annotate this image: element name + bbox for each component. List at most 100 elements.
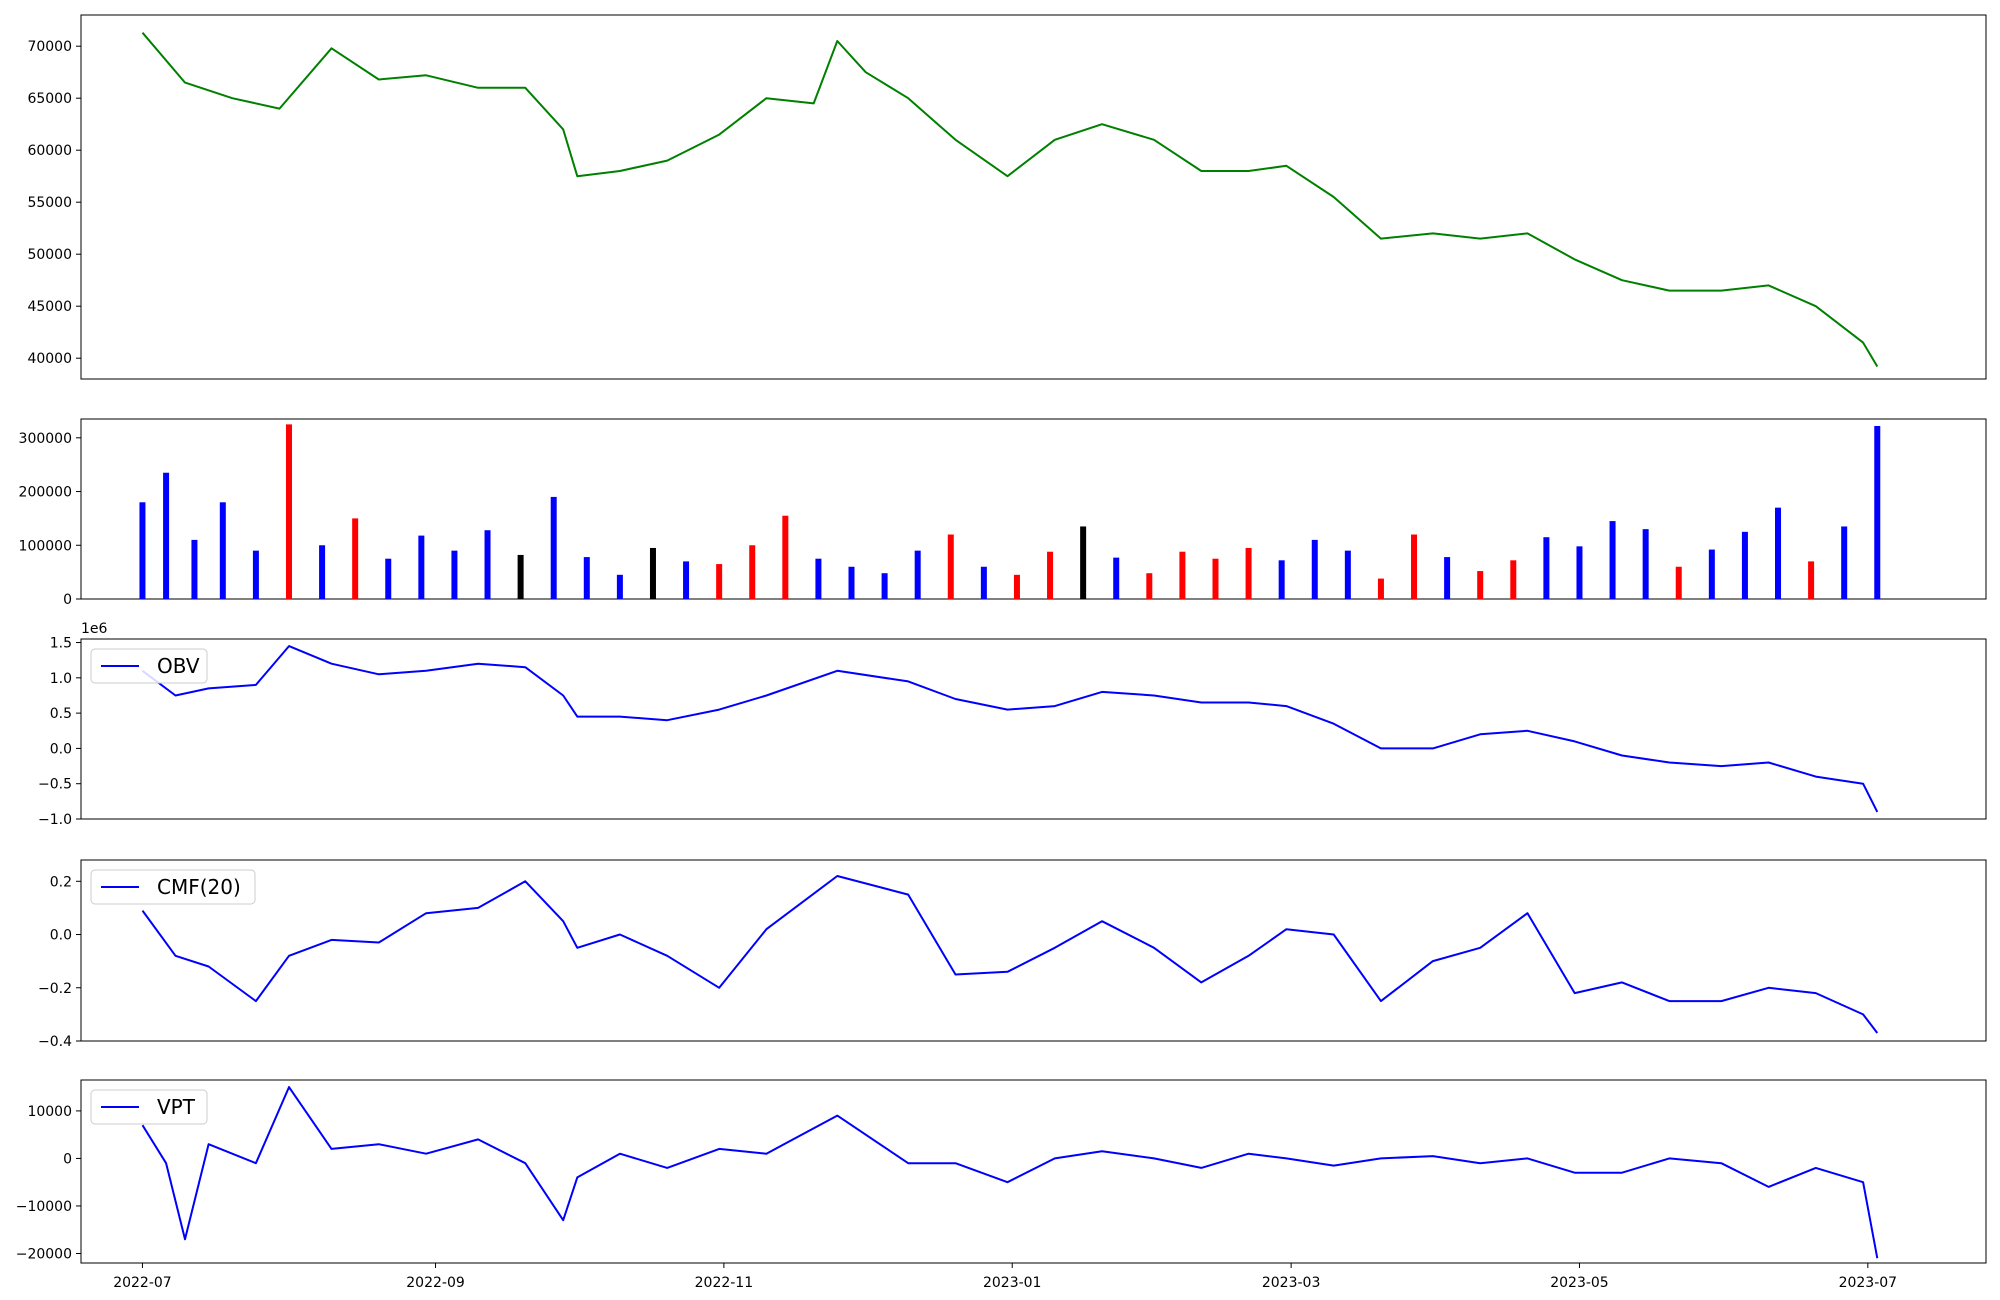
- volume-bar: [285, 424, 292, 599]
- volume-bar: [1377, 578, 1384, 599]
- x-tick-label: 2023-05: [1550, 1275, 1609, 1291]
- volume-bar: [1278, 560, 1285, 599]
- cmf-ytick-label: −0.4: [38, 1034, 72, 1050]
- vpt-legend: VPT: [90, 1089, 208, 1125]
- price-ytick-label: 45000: [27, 299, 72, 315]
- volume-bar: [848, 566, 855, 599]
- volume-bar: [219, 502, 226, 599]
- legend-label: OBV: [157, 654, 200, 678]
- volume-bar: [914, 550, 921, 599]
- x-tick-label: 2023-03: [1262, 1275, 1321, 1291]
- obv-ytick-label: 0.5: [50, 706, 72, 722]
- price-ytick-label: 60000: [27, 143, 72, 159]
- volume-bar: [1047, 551, 1054, 599]
- vpt-ytick-label: −10000: [16, 1199, 72, 1215]
- price-ytick-label: 65000: [27, 91, 72, 107]
- volume-bar: [583, 557, 590, 599]
- volume-bar: [1708, 549, 1715, 599]
- volume-ytick-label: 0: [63, 592, 72, 608]
- cmf-ytick-label: −0.2: [38, 981, 72, 997]
- volume-bar: [1510, 560, 1517, 599]
- volume-bar: [1179, 551, 1186, 599]
- legend-box: [90, 1089, 208, 1125]
- price-ytick-label: 50000: [27, 247, 72, 263]
- volume-frame: [80, 418, 1987, 600]
- volume-bar: [1808, 561, 1815, 599]
- obv-series-line: [141, 645, 1879, 813]
- obv-ytick-label: −1.0: [38, 812, 72, 828]
- volume-bar: [683, 561, 690, 599]
- legend-label: VPT: [157, 1095, 196, 1119]
- price-series-line: [141, 32, 1879, 368]
- volume-bar: [385, 558, 392, 599]
- vpt-frame: [80, 1079, 1987, 1264]
- volume-bar: [191, 539, 198, 599]
- volume-bar: [1311, 539, 1318, 599]
- volume-bar: [1444, 557, 1451, 599]
- volume-bar: [1344, 550, 1351, 599]
- volume-bar: [139, 502, 146, 599]
- price-ytick-label: 55000: [27, 195, 72, 211]
- volume-bar: [1477, 571, 1484, 599]
- obv-offset-text: 1e6: [81, 621, 108, 637]
- legend-label: CMF(20): [157, 875, 241, 899]
- volume-bar: [1245, 547, 1252, 599]
- cmf-frame: [80, 859, 1987, 1042]
- volume-bar: [1874, 425, 1881, 599]
- volume-bar: [749, 545, 756, 599]
- volume-bar: [352, 518, 359, 599]
- volume-bar: [550, 496, 557, 599]
- volume-bar: [980, 566, 987, 599]
- obv-ytick-label: 0.0: [50, 741, 72, 757]
- vpt-ytick-label: −20000: [16, 1246, 72, 1262]
- obv-ytick-label: 1.0: [50, 671, 72, 687]
- obv-frame: [80, 638, 1987, 820]
- volume-bar: [716, 564, 723, 599]
- date-axis: 2022-07 2022-09 2022-11 2023-01 2023-03 2023-…: [113, 1263, 1897, 1291]
- obv-panel: −1.0 −0.5 0.0 0.5 1.0 1.5 1e6 OBV: [38, 621, 1987, 828]
- volume-bar: [252, 550, 259, 599]
- volume-bar: [451, 550, 458, 599]
- volume-bar: [1411, 534, 1418, 599]
- cmf-legend: CMF(20): [90, 869, 256, 905]
- volume-bar: [947, 534, 954, 599]
- volume-bar: [1212, 558, 1219, 599]
- volume-bar: [1675, 566, 1682, 599]
- vpt-ytick-label: 10000: [27, 1104, 72, 1120]
- volume-bar: [1113, 557, 1120, 599]
- volume-bar: [418, 535, 425, 599]
- volume-bar: [1543, 537, 1550, 599]
- volume-bar: [484, 530, 491, 599]
- x-tick-label: 2022-07: [113, 1275, 172, 1291]
- x-tick-label: 2022-11: [695, 1275, 754, 1291]
- volume-bar: [1080, 526, 1087, 599]
- volume-bar: [815, 558, 822, 599]
- x-tick-label: 2023-07: [1839, 1275, 1898, 1291]
- volume-bar: [1841, 526, 1848, 599]
- price-ytick-label: 70000: [27, 39, 72, 55]
- volume-bar: [319, 545, 326, 599]
- cmf-ytick-label: 0.0: [50, 928, 72, 944]
- volume-bar: [1775, 507, 1782, 599]
- volume-bar: [782, 515, 789, 599]
- price-frame: [80, 14, 1987, 380]
- obv-legend: OBV: [90, 648, 208, 684]
- volume-bar: [649, 547, 656, 599]
- x-tick-label: 2022-09: [406, 1275, 465, 1291]
- volume-panel: 0 100000 200000 300000: [19, 418, 1987, 608]
- volume-bar: [1741, 531, 1748, 599]
- volume-bar: [1146, 573, 1153, 599]
- vpt-ytick-label: 0: [63, 1151, 72, 1167]
- volume-bar: [1013, 574, 1020, 599]
- cmf-ytick-label: 0.2: [50, 874, 72, 890]
- price-ytick-label: 40000: [27, 351, 72, 367]
- obv-ytick-label: 1.5: [50, 636, 72, 652]
- vpt-series-line: [141, 1086, 1879, 1259]
- volume-bar: [1642, 529, 1649, 599]
- volume-bar: [517, 554, 524, 599]
- volume-ytick-label: 100000: [19, 538, 72, 554]
- volume-bar: [616, 574, 623, 599]
- cmf-panel: −0.4 −0.2 0.0 0.2 CMF(20): [38, 859, 1987, 1050]
- volume-bar: [881, 573, 888, 599]
- x-tick-label: 2023-01: [983, 1275, 1042, 1291]
